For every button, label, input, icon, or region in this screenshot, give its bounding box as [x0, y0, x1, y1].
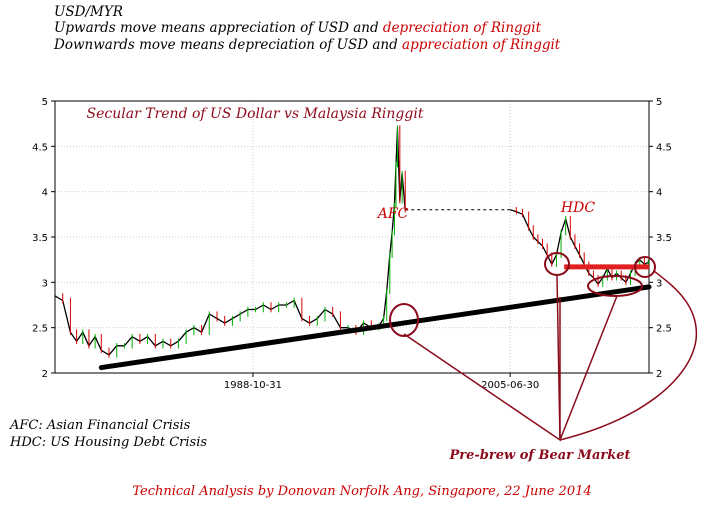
price-series [54, 125, 649, 358]
y-tick-label-left: 5 [42, 97, 48, 108]
legend-hdc: HDC: US Housing Debt Crisis [10, 435, 208, 450]
legend-afc: AFC: Asian Financial Crisis [10, 418, 191, 433]
header-line-2-text: Downwards move means depreciation of USD… [54, 37, 403, 53]
y-axis-left: 2 2.5 3 3.5 4 4.5 5 [32, 97, 55, 380]
y-tick-label-left: 4.5 [32, 142, 48, 153]
pointer-lines-left [403, 275, 561, 442]
x-tick-label: 2005-06-30 [481, 380, 539, 391]
y-tick-label-right: 4.5 [656, 142, 672, 153]
pointer-lines-mid [559, 295, 618, 441]
secular-trendline [98, 284, 652, 371]
y-tick-label-right: 5 [656, 97, 662, 108]
y-tick-label-right: 3 [656, 278, 662, 289]
pair-label: USD/MYR [54, 4, 123, 20]
x-tick-label: 1988-10-31 [224, 380, 282, 391]
afc-label: AFC [376, 206, 409, 222]
header-line-1-text: Upwards move means appreciation of USD a… [54, 20, 383, 36]
header-line-1: Upwards move means appreciation of USD a… [54, 20, 541, 36]
price-line-2 [509, 209, 649, 285]
header-line-2: Downwards move means depreciation of USD… [54, 37, 560, 53]
bear-market-label: Pre-brew of Bear Market [448, 448, 630, 463]
price-line-1 [54, 127, 406, 356]
y-tick-label-right: 2.5 [656, 324, 672, 335]
x-axis: 1988-10-31 2005-06-30 [224, 373, 539, 391]
afc-circle [389, 303, 419, 337]
y-tick-label-left: 2.5 [32, 324, 48, 335]
y-tick-label-left: 3.5 [32, 233, 48, 244]
y-tick-label-right: 4 [656, 188, 662, 199]
author-credit: Technical Analysis by Donovan Norfolk An… [132, 484, 592, 499]
chart-title: Secular Trend of US Dollar vs Malaysia R… [87, 106, 424, 122]
pointer-curve-right [559, 270, 698, 441]
y-tick-label-left: 3 [42, 278, 48, 289]
gridlines [55, 101, 649, 373]
y-tick-label-left: 4 [42, 188, 48, 199]
hdc-circle-right [634, 256, 656, 278]
header-line-1-highlight: depreciation of Ringgit [382, 20, 542, 36]
hdc-label: HDC [560, 200, 595, 216]
hdc-circle-left [544, 252, 570, 276]
header-line-2-highlight: appreciation of Ringgit [402, 37, 561, 53]
y-tick-label-left: 2 [42, 369, 48, 380]
bottom-ellipse [587, 275, 643, 297]
y-tick-label-right: 2 [656, 369, 662, 380]
y-tick-label-right: 3.5 [656, 233, 672, 244]
overlays [98, 209, 698, 442]
y-axis-right: 2 2.5 3 3.5 4 4.5 5 [649, 97, 672, 380]
